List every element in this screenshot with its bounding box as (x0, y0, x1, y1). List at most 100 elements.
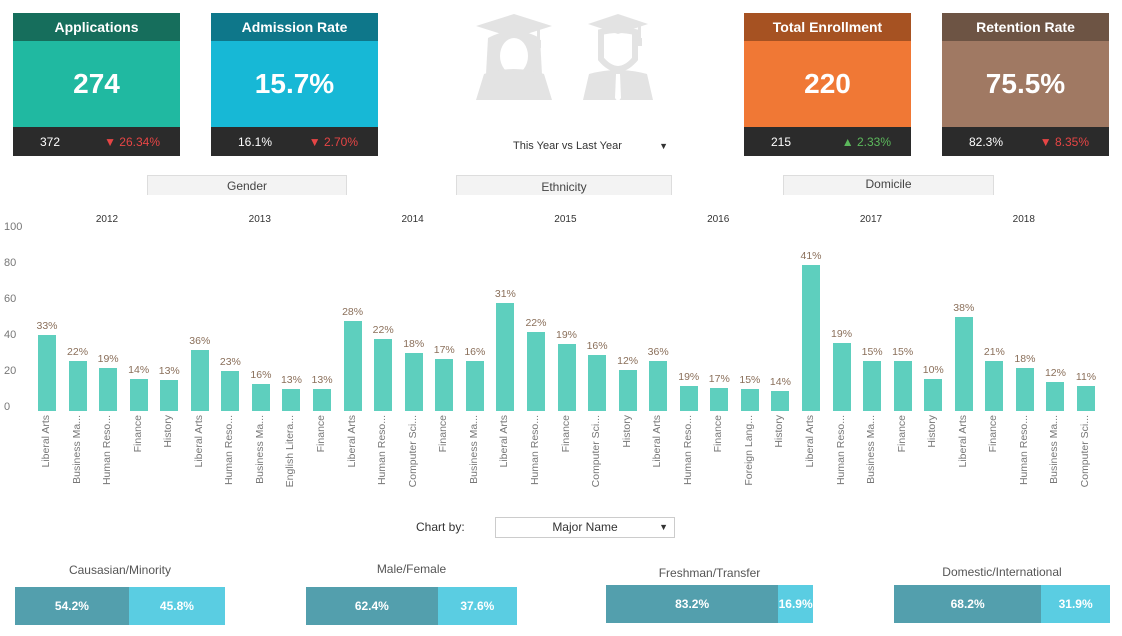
kpi-previous: 16.1% (238, 134, 273, 149)
category-label: Finance (712, 415, 725, 453)
kpi-change: ▲ 2.33% (842, 135, 891, 149)
bar-data-label: 22% (67, 345, 89, 358)
y-tick-label: 60 (4, 293, 17, 305)
category-label: Liberal Arts (40, 415, 52, 468)
bar[interactable] (190, 349, 209, 411)
category-label: Liberal Arts (498, 415, 511, 468)
compare-period-select[interactable]: This Year vs Last Year ▼ (505, 137, 670, 155)
bar-data-label: 18% (1014, 352, 1036, 365)
kpi-card: Applications 274 372 ▼ 26.34% (13, 13, 180, 156)
bar[interactable] (404, 353, 423, 411)
kpi-title: Admission Rate (211, 13, 378, 41)
bar[interactable] (1015, 367, 1034, 411)
category-label: Finance (895, 415, 908, 453)
bar[interactable] (588, 355, 607, 411)
bar[interactable] (985, 360, 1004, 411)
kpi-footer: 215 ▲ 2.33% (744, 127, 911, 156)
bar-data-label: 13% (158, 365, 180, 378)
kpi-change: ▼ 8.35% (1040, 135, 1089, 149)
kpi-change-value: 26.34% (119, 134, 160, 149)
bar-data-label: 36% (189, 334, 211, 347)
kpi-change: ▼ 26.34% (104, 135, 160, 149)
filter-domicile-button[interactable]: Domicile (783, 175, 994, 195)
split-segment-a: 83.2% (606, 585, 779, 623)
bar[interactable] (710, 387, 729, 411)
filter-gender-button[interactable]: Gender (147, 175, 347, 195)
bar[interactable] (129, 378, 148, 411)
bar[interactable] (679, 385, 698, 411)
bar-data-label: 10% (922, 363, 944, 376)
kpi-previous: 215 (771, 134, 792, 149)
category-label: Finance (437, 415, 450, 453)
kpi-card: Retention Rate 75.5% 82.3% ▼ 8.35% (942, 13, 1109, 156)
chevron-down-icon: ▼ (659, 522, 668, 532)
category-label: Human Reso... (101, 415, 114, 486)
bar[interactable] (526, 331, 545, 411)
bar[interactable] (99, 367, 118, 411)
bar[interactable] (1046, 382, 1065, 411)
bar[interactable] (740, 389, 759, 411)
category-label: History (620, 415, 633, 448)
kpi-title: Applications (13, 13, 180, 41)
kpi-previous: 372 (40, 134, 61, 149)
y-tick-label: 100 (4, 221, 23, 233)
bar[interactable] (465, 360, 484, 411)
bar[interactable] (771, 391, 790, 411)
category-label: Finance (559, 415, 572, 453)
bar-data-label: 16% (464, 345, 486, 358)
triangle-down-icon: ▼ (1039, 134, 1052, 149)
triangle-down-icon: ▼ (104, 134, 116, 149)
bar-data-label: 33% (36, 320, 58, 333)
bar[interactable] (924, 378, 943, 411)
bar-data-label: 15% (892, 345, 914, 358)
category-label: Business Ma... (1048, 415, 1061, 484)
bar[interactable] (557, 344, 576, 411)
kpi-footer: 82.3% ▼ 8.35% (942, 127, 1109, 156)
bar-data-label: 13% (311, 374, 333, 387)
bar[interactable] (893, 360, 912, 411)
bar-data-label: 16% (586, 340, 608, 353)
bar[interactable] (802, 265, 820, 411)
category-label: Human Reso... (376, 415, 389, 486)
bar-data-label: 22% (525, 316, 547, 329)
category-label: Computer Sci... (1079, 415, 1092, 488)
category-label: Human Reso... (528, 415, 541, 486)
category-label: History (926, 415, 939, 448)
filter-ethnicity-button[interactable]: Ethnicity (456, 175, 672, 195)
bar[interactable] (343, 321, 362, 411)
bar[interactable] (863, 360, 882, 411)
kpi-change-value: 2.33% (856, 134, 891, 149)
bar[interactable] (954, 317, 973, 411)
bar[interactable] (374, 339, 393, 411)
split-segment-b: 45.8% (128, 587, 225, 625)
bar[interactable] (38, 335, 56, 411)
chart-by-select[interactable]: Major Name ▼ (495, 517, 675, 538)
bar[interactable] (496, 303, 515, 411)
bar-data-label: 12% (1044, 367, 1066, 380)
bar[interactable] (221, 371, 240, 411)
split-segment-b: 31.9% (1041, 585, 1110, 623)
bar[interactable] (618, 369, 637, 411)
split-segment-b: 16.9% (778, 585, 813, 623)
bar[interactable] (435, 358, 454, 411)
year-label: 2012 (95, 214, 119, 225)
category-label: Business Ma... (865, 415, 878, 484)
bar[interactable] (68, 360, 87, 411)
bar[interactable] (160, 380, 179, 411)
triangle-down-icon: ▼ (308, 134, 321, 149)
bar-data-label: 41% (800, 250, 822, 263)
bar[interactable] (649, 360, 668, 411)
bar[interactable] (1077, 385, 1096, 411)
chart-by-label: Chart by: (416, 520, 465, 534)
bar[interactable] (282, 389, 301, 411)
male-graduate-icon (583, 14, 653, 102)
bar[interactable] (832, 342, 851, 411)
category-label: Liberal Arts (651, 415, 664, 468)
compare-period-value: This Year vs Last Year (513, 140, 622, 152)
split-segment-a: 68.2% (894, 585, 1042, 623)
bar[interactable] (251, 384, 270, 411)
category-label: History (773, 415, 786, 448)
bar[interactable] (313, 389, 332, 411)
bar-data-label: 17% (708, 372, 730, 385)
y-tick-label: 80 (4, 257, 17, 269)
